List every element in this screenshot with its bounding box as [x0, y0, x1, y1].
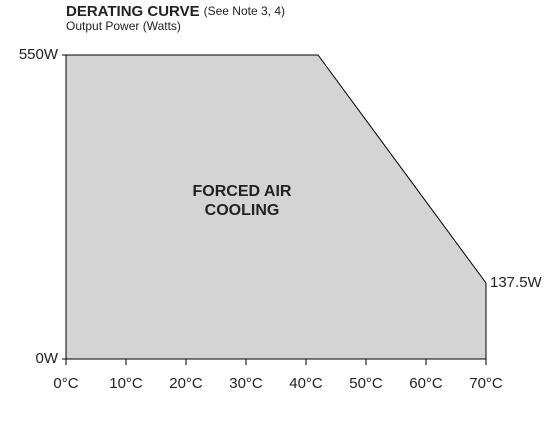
- x-tick-label: 10°C: [109, 375, 143, 392]
- x-tick-label: 20°C: [169, 375, 203, 392]
- chart-title: DERATING CURVE (See Note 3, 4): [66, 3, 285, 20]
- title-text: DERATING CURVE: [66, 3, 200, 20]
- x-tick-label: 30°C: [229, 375, 263, 392]
- area-label: COOLING: [205, 202, 280, 219]
- x-tick-label: 0°C: [53, 375, 78, 392]
- x-tick-label: 60°C: [409, 375, 443, 392]
- title-note: (See Note 3, 4): [204, 4, 285, 18]
- y-tick-label: 0W: [36, 350, 59, 367]
- x-tick-label: 40°C: [289, 375, 323, 392]
- x-tick-label: 70°C: [469, 375, 503, 392]
- value-label: 137.5W: [490, 274, 543, 291]
- area-label: FORCED AIR: [193, 183, 292, 200]
- subtitle: Output Power (Watts): [66, 19, 181, 33]
- x-tick-label: 50°C: [349, 375, 383, 392]
- y-tick-label: 550W: [19, 46, 59, 63]
